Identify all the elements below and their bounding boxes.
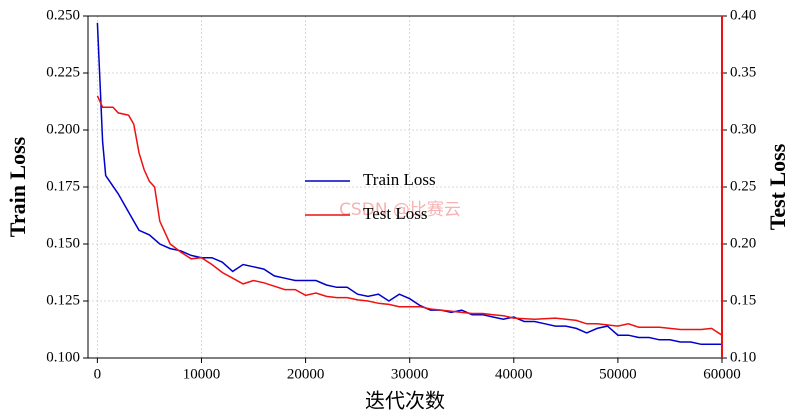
y2-tick-label: 0.30	[730, 121, 756, 137]
y2-axis-label: Test Loss	[765, 143, 790, 230]
y-tick-label: 0.200	[46, 121, 80, 137]
y2-tick-label: 0.25	[730, 178, 756, 194]
x-tick-label: 0	[94, 366, 102, 382]
y-tick-label: 0.125	[46, 292, 80, 308]
x-tick-label: 40000	[495, 366, 533, 382]
y-axis-label: Train Loss	[5, 136, 30, 237]
line	[96, 95, 722, 336]
legend-label: Train Loss	[363, 170, 436, 189]
y2-tick-label: 0.35	[730, 64, 756, 80]
y-tick-label: 0.175	[46, 178, 80, 194]
line	[96, 22, 722, 346]
y-tick-label: 0.100	[46, 349, 80, 365]
x-axis-label: 迭代次数	[365, 389, 445, 413]
y2-tick-label: 0.10	[730, 349, 756, 365]
x-tick-label: 60000	[703, 366, 741, 382]
x-tick-label: 50000	[599, 366, 637, 382]
y-tick-label: 0.150	[46, 235, 80, 251]
y2-tick-label: 0.15	[730, 292, 756, 308]
watermark: CSDN @比赛云	[339, 199, 461, 220]
x-tick-label: 30000	[391, 366, 429, 382]
x-tick-label: 10000	[183, 366, 221, 382]
legend-label: Test Loss	[363, 204, 427, 223]
x-tick-label: 20000	[287, 366, 325, 382]
y2-tick-label: 0.40	[730, 7, 756, 23]
y-tick-label: 0.250	[46, 7, 80, 23]
y-tick-label: 0.225	[46, 64, 80, 80]
y2-tick-label: 0.20	[730, 235, 756, 251]
